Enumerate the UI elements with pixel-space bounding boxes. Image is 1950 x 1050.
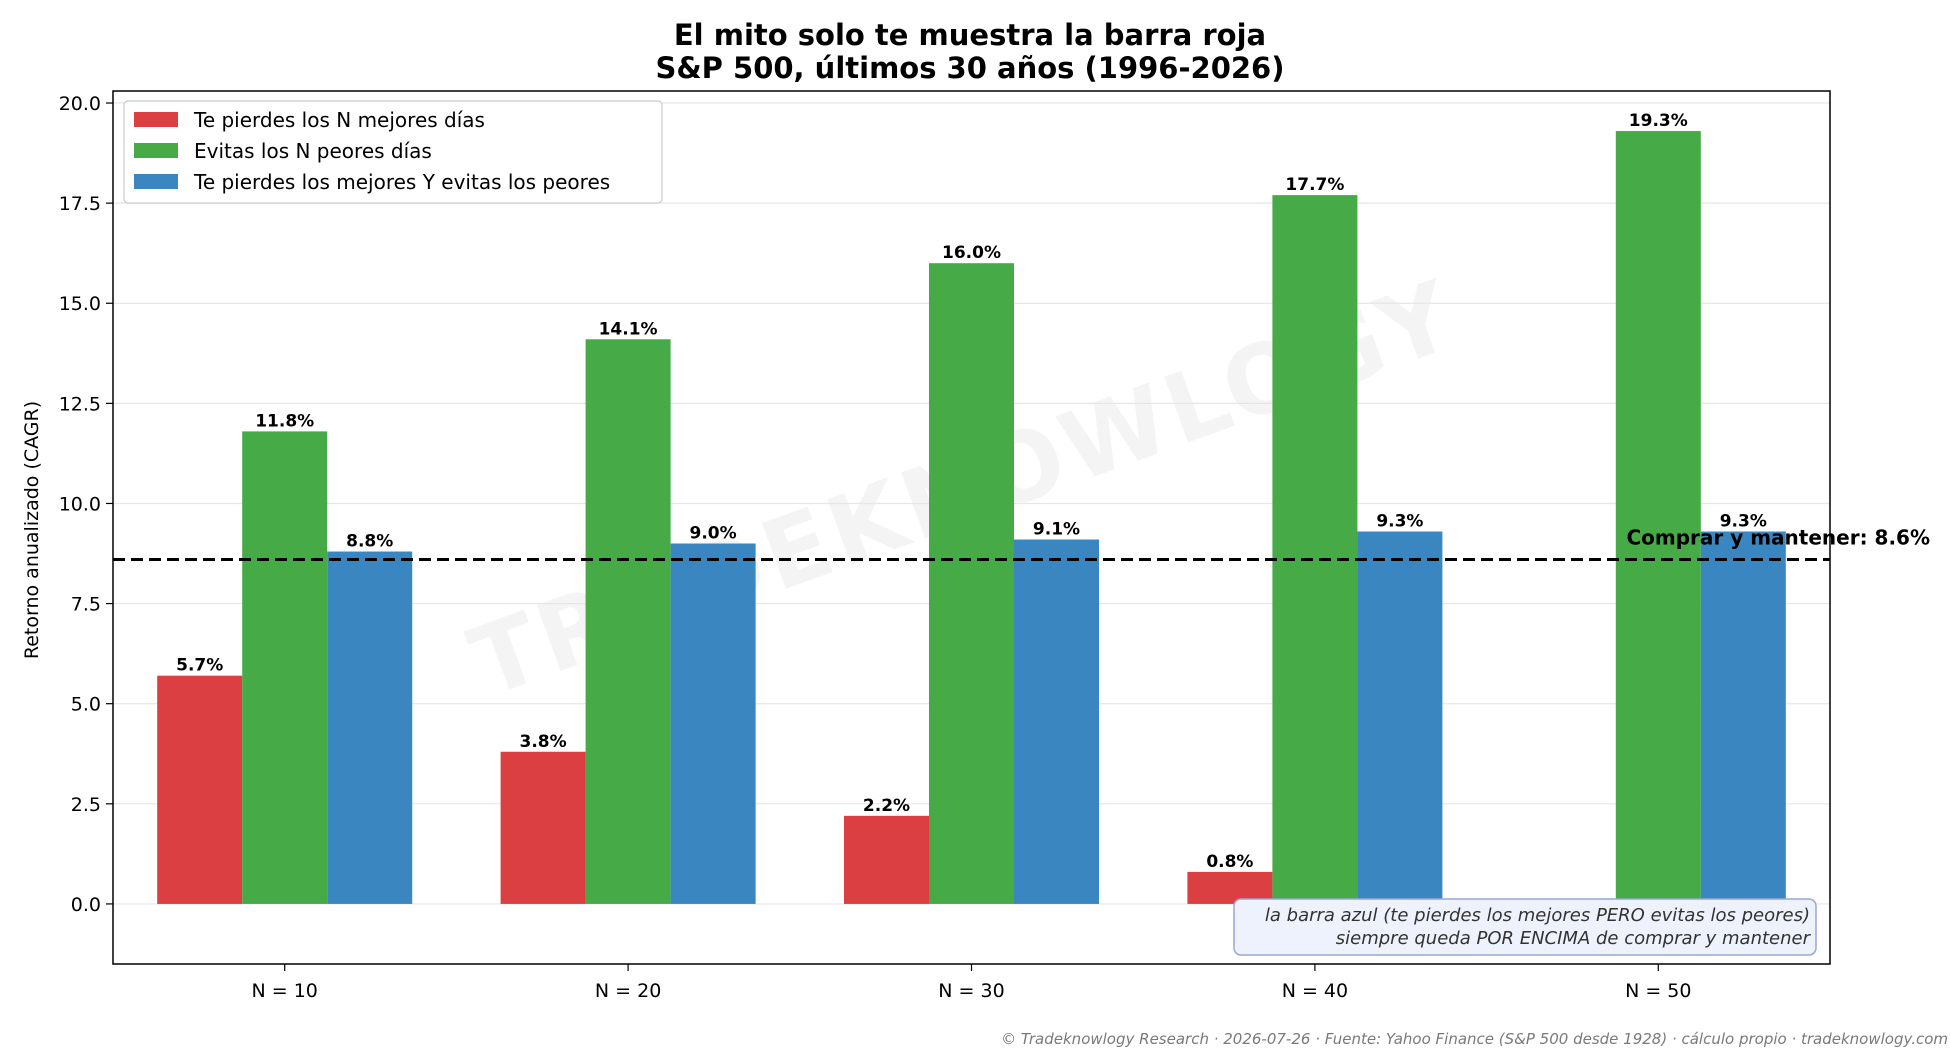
y-tick-label: 12.5 bbox=[59, 393, 101, 415]
bar bbox=[585, 339, 671, 904]
y-tick-label: 17.5 bbox=[59, 193, 101, 215]
bar-value-label: 16.0% bbox=[942, 243, 1001, 263]
y-axis: 0.0 2.5 5.0 7.5 10.0 12.5 15.0 17.5 20.0 bbox=[59, 93, 113, 916]
bar-value-label: 2.2% bbox=[863, 796, 910, 816]
bar-value-label: 5.7% bbox=[176, 656, 223, 676]
bar-value-label: 9.3% bbox=[1720, 512, 1767, 532]
y-tick-label: 2.5 bbox=[71, 794, 101, 816]
reference-line-label: Comprar y mantener: 8.6% bbox=[1626, 526, 1930, 550]
bar bbox=[242, 431, 328, 904]
annotation-line-2: siempre queda POR ENCIMA de comprar y ma… bbox=[1336, 928, 1812, 949]
legend-box bbox=[123, 100, 663, 204]
bar bbox=[1700, 531, 1786, 904]
y-tick-label: 15.0 bbox=[59, 293, 101, 315]
bar-value-label: 9.3% bbox=[1376, 512, 1423, 532]
legend-swatch bbox=[134, 174, 178, 189]
bar-value-label: 11.8% bbox=[255, 411, 314, 431]
x-tick-label: N = 50 bbox=[1625, 980, 1691, 1002]
footer-credits: © Tradeknowlogy Research · 2026-07-26 · … bbox=[1001, 1030, 1948, 1048]
x-tick-label: N = 10 bbox=[252, 980, 318, 1002]
bar-value-label: 14.1% bbox=[599, 319, 658, 339]
legend-entry-label: Evitas los N peores días bbox=[194, 139, 432, 163]
y-tick-label: 10.0 bbox=[59, 493, 101, 515]
bar bbox=[844, 815, 929, 904]
chart-subtitle: S&P 500, últimos 30 años (1996-2026) bbox=[656, 51, 1285, 85]
y-tick-label: 5.0 bbox=[71, 694, 101, 716]
bar-value-label: 9.0% bbox=[690, 524, 737, 544]
legend: Te pierdes los N mejores días Evitas los … bbox=[123, 100, 663, 204]
bar bbox=[1357, 531, 1443, 904]
x-tick-label: N = 20 bbox=[595, 980, 661, 1002]
x-axis: N = 10 N = 20 N = 30 N = 40 N = 50 bbox=[252, 964, 1691, 1002]
bar bbox=[670, 543, 756, 904]
value-labels: 5.7% 11.8% 8.8% 3.8% 14.1% 9.0% 2.2% 16.0% 9.1% 0… bbox=[176, 111, 1767, 872]
x-tick-label: N = 30 bbox=[938, 980, 1004, 1002]
bar-value-label: 0.8% bbox=[1206, 852, 1253, 872]
bar-value-label: 8.8% bbox=[346, 532, 393, 552]
legend-entry-label: Te pierdes los mejores Y evitas los peor… bbox=[193, 170, 610, 194]
bar-value-label: 3.8% bbox=[520, 732, 567, 752]
bar-value-label: 9.1% bbox=[1033, 520, 1080, 540]
bar bbox=[929, 263, 1014, 904]
legend-swatch bbox=[134, 143, 178, 158]
bar bbox=[1272, 195, 1358, 904]
bar-value-label: 19.3% bbox=[1629, 111, 1688, 131]
legend-entry-label: Te pierdes los N mejores días bbox=[193, 108, 485, 132]
x-tick-label: N = 40 bbox=[1282, 980, 1348, 1002]
reference-line: Comprar y mantener: 8.6% bbox=[113, 526, 1930, 562]
bar-value-label: 17.7% bbox=[1285, 175, 1344, 195]
bar bbox=[157, 675, 243, 904]
y-tick-label: 7.5 bbox=[71, 594, 101, 616]
y-axis-label: Retorno anualizado (CAGR) bbox=[21, 401, 43, 659]
bar bbox=[1615, 131, 1701, 904]
annotation: la barra azul (te pierdes los mejores PE… bbox=[1233, 898, 1817, 956]
bar bbox=[500, 751, 586, 904]
chart-title: El mito solo te muestra la barra roja bbox=[674, 18, 1266, 52]
bars bbox=[157, 131, 1786, 904]
legend-swatch bbox=[134, 112, 178, 127]
annotation-line-1: la barra azul (te pierdes los mejores PE… bbox=[1265, 905, 1810, 926]
annotation-box bbox=[1233, 898, 1817, 956]
bar bbox=[327, 551, 413, 904]
y-tick-label: 20.0 bbox=[59, 93, 101, 115]
bar bbox=[1014, 539, 1099, 904]
y-tick-label: 0.0 bbox=[71, 894, 101, 916]
